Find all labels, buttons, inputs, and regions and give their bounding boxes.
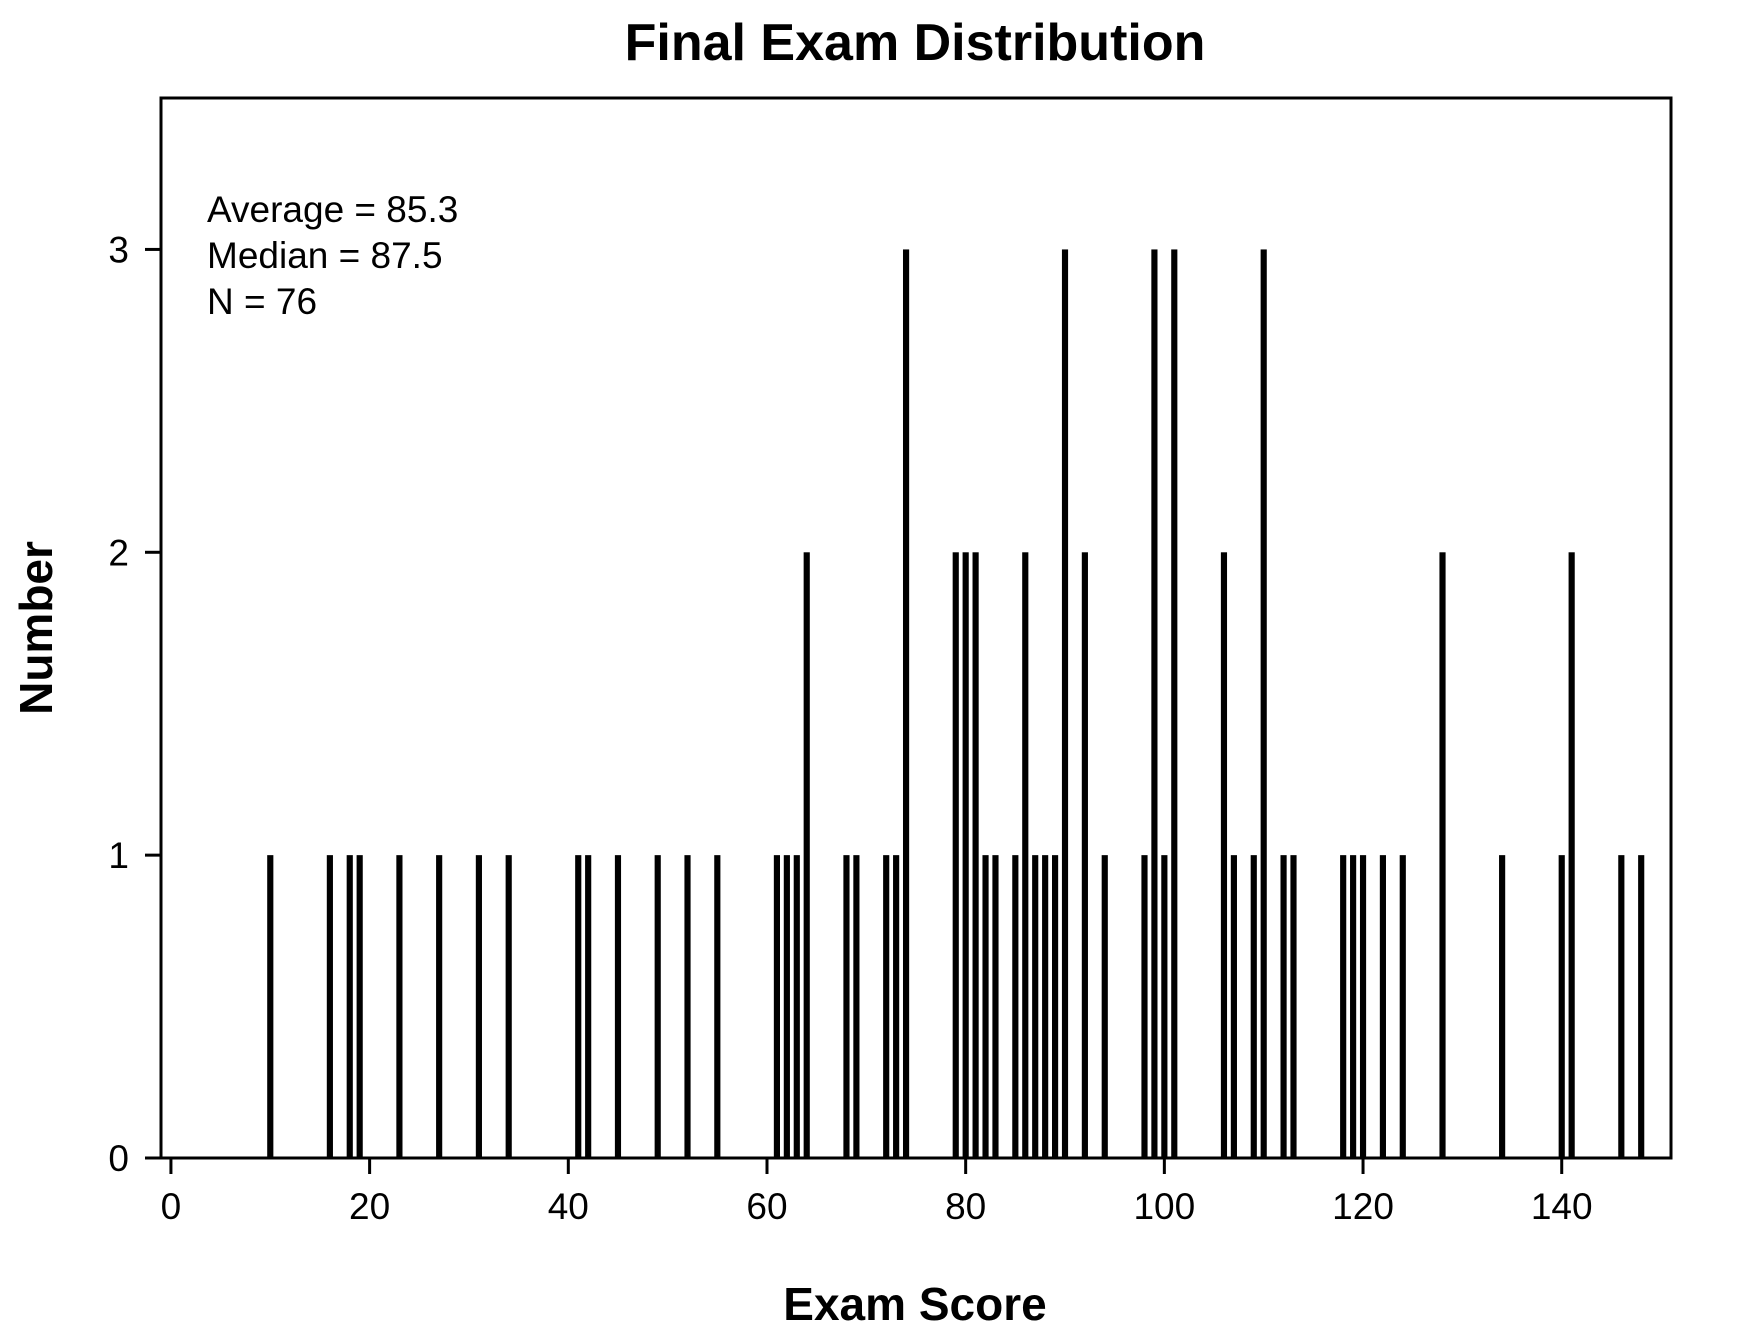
y-tick-label: 3 xyxy=(108,229,129,270)
bar-score-73 xyxy=(893,855,900,1158)
bar-score-55 xyxy=(714,855,721,1158)
x-tick-label: 80 xyxy=(945,1186,986,1227)
bar-score-94 xyxy=(1101,855,1108,1158)
bar-score-112 xyxy=(1280,855,1287,1158)
x-tick-label: 140 xyxy=(1531,1186,1593,1227)
y-tick-label: 2 xyxy=(108,532,129,573)
bar-score-86 xyxy=(1022,552,1029,1158)
bar-score-98 xyxy=(1141,855,1148,1158)
bar-score-41 xyxy=(575,855,582,1158)
bar-score-88 xyxy=(1042,855,1049,1158)
bar-score-49 xyxy=(654,855,661,1158)
bar-score-27 xyxy=(436,855,443,1158)
bar-score-83 xyxy=(992,855,999,1158)
bar-score-64 xyxy=(803,552,810,1158)
bar-score-89 xyxy=(1052,855,1059,1158)
bar-score-10 xyxy=(267,855,274,1158)
bar-score-69 xyxy=(853,855,860,1158)
bar-score-128 xyxy=(1439,552,1446,1158)
x-tick-label: 20 xyxy=(349,1186,390,1227)
bar-score-42 xyxy=(585,855,592,1158)
y-axis: 0 1 2 3 xyxy=(108,229,161,1179)
bar-score-18 xyxy=(346,855,353,1158)
bar-score-101 xyxy=(1171,249,1178,1158)
bar-score-146 xyxy=(1618,855,1625,1158)
bar-score-90 xyxy=(1061,249,1069,1158)
bar-score-122 xyxy=(1379,855,1386,1158)
bar-score-141 xyxy=(1568,552,1575,1158)
x-tick-label: 100 xyxy=(1133,1186,1195,1227)
bar-score-124 xyxy=(1399,855,1406,1158)
bar-score-107 xyxy=(1230,855,1237,1158)
bar-score-23 xyxy=(396,855,403,1158)
bar-score-45 xyxy=(614,855,622,1158)
bar-score-61 xyxy=(773,855,780,1158)
bar-score-74 xyxy=(902,249,910,1158)
annotation-line: Average = 85.3 xyxy=(207,189,458,230)
x-tick-label: 40 xyxy=(548,1186,589,1227)
x-tick-label: 0 xyxy=(161,1186,182,1227)
bar-score-16 xyxy=(326,855,333,1158)
annotation-line: Median = 87.5 xyxy=(207,235,443,276)
bar-score-113 xyxy=(1290,855,1297,1158)
bars-group xyxy=(267,249,1645,1158)
bar-score-85 xyxy=(1012,855,1019,1158)
bar-score-92 xyxy=(1081,552,1088,1158)
plot-frame xyxy=(159,96,1673,1160)
x-tick-label: 120 xyxy=(1332,1186,1394,1227)
bar-score-68 xyxy=(843,855,850,1158)
bar-score-87 xyxy=(1032,855,1039,1158)
bar-score-63 xyxy=(793,855,800,1158)
bar-score-109 xyxy=(1250,855,1257,1158)
annotation-line: N = 76 xyxy=(207,281,317,322)
bar-score-79 xyxy=(952,552,959,1158)
bar-score-19 xyxy=(356,855,363,1158)
bar-score-119 xyxy=(1350,855,1357,1158)
bar-score-106 xyxy=(1220,552,1228,1158)
stats-annotations: Average = 85.3 Median = 87.5 N = 76 xyxy=(207,189,458,322)
bar-score-82 xyxy=(982,855,989,1158)
y-tick-label: 0 xyxy=(108,1138,129,1179)
bar-score-118 xyxy=(1340,855,1347,1158)
bar-score-34 xyxy=(505,855,512,1158)
bar-score-81 xyxy=(972,552,979,1158)
x-tick-label: 60 xyxy=(746,1186,787,1227)
bar-score-148 xyxy=(1638,855,1645,1158)
bar-score-72 xyxy=(883,855,890,1158)
bar-score-62 xyxy=(783,855,790,1158)
bar-score-120 xyxy=(1359,855,1367,1158)
bar-score-110 xyxy=(1260,249,1267,1158)
bar-score-80 xyxy=(962,552,969,1158)
x-axis: 0 20 40 60 80 100 120 140 xyxy=(161,1158,1593,1227)
y-tick-label: 1 xyxy=(108,835,129,876)
bar-score-31 xyxy=(475,855,482,1158)
x-axis-label: Exam Score xyxy=(783,1278,1046,1329)
chart-title: Final Exam Distribution xyxy=(625,14,1206,72)
y-axis-label: Number xyxy=(10,541,62,715)
bar-score-140 xyxy=(1558,855,1565,1158)
bar-score-52 xyxy=(684,855,691,1158)
bar-score-100 xyxy=(1161,855,1168,1158)
bar-score-134 xyxy=(1499,855,1506,1158)
bar-score-99 xyxy=(1151,249,1158,1158)
